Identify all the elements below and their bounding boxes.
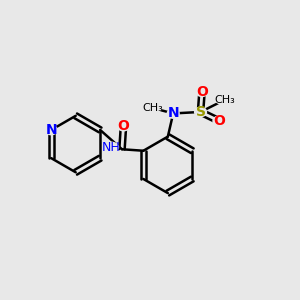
- Text: N: N: [167, 106, 179, 120]
- Ellipse shape: [195, 107, 206, 117]
- Ellipse shape: [103, 142, 118, 152]
- Ellipse shape: [196, 87, 208, 97]
- Text: O: O: [213, 114, 225, 128]
- Ellipse shape: [144, 103, 162, 112]
- Ellipse shape: [45, 125, 57, 135]
- Ellipse shape: [118, 121, 129, 131]
- Text: CH₃: CH₃: [214, 95, 235, 105]
- Text: NH: NH: [102, 140, 120, 154]
- Text: N: N: [45, 123, 57, 137]
- Ellipse shape: [213, 116, 225, 126]
- Text: S: S: [196, 105, 206, 119]
- Ellipse shape: [167, 109, 179, 118]
- Text: O: O: [196, 85, 208, 99]
- Text: O: O: [118, 119, 129, 133]
- Ellipse shape: [216, 96, 233, 104]
- Text: CH₃: CH₃: [142, 103, 163, 113]
